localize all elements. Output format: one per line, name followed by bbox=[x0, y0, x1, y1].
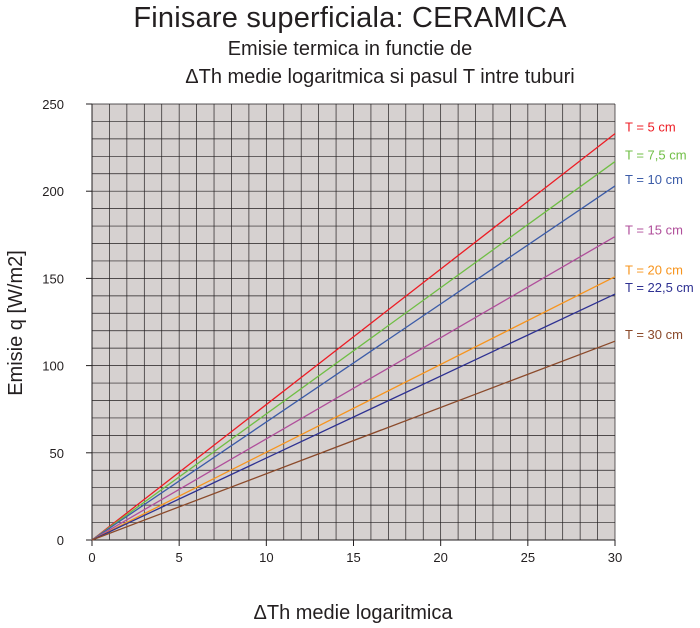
legend-label: T = 22,5 cm bbox=[625, 280, 694, 295]
series-line bbox=[91, 133, 616, 541]
chart-subtitle-line-2: ΔTh medie logaritmica si pasul T intre t… bbox=[185, 66, 575, 88]
y-tick-label: 200 bbox=[42, 184, 64, 199]
x-tick-label: 15 bbox=[346, 550, 360, 565]
grid bbox=[91, 103, 616, 541]
series-line bbox=[91, 161, 616, 541]
y-tick-label: 150 bbox=[42, 271, 64, 286]
y-tick-label: 50 bbox=[50, 446, 64, 461]
legend-label: T = 10 cm bbox=[625, 172, 683, 187]
series-line bbox=[91, 185, 616, 541]
y-tick-label: 0 bbox=[57, 533, 64, 548]
x-tick-label: 10 bbox=[259, 550, 273, 565]
legend: T = 5 cm T = 7,5 cm T = 10 cm T = 15 cm T = … bbox=[625, 120, 694, 343]
legend-label: T = 20 cm bbox=[625, 263, 683, 278]
y-tick-label: 250 bbox=[42, 97, 64, 112]
legend-label: T = 5 cm bbox=[625, 120, 676, 135]
series-lines bbox=[91, 133, 616, 541]
series-line bbox=[91, 340, 616, 541]
x-tick-label: 5 bbox=[176, 550, 183, 565]
legend-label: T = 30 cm bbox=[625, 327, 683, 342]
x-tick-label: 0 bbox=[88, 550, 95, 565]
x-tick-label: 25 bbox=[521, 550, 535, 565]
x-tick-label: 20 bbox=[433, 550, 447, 565]
series-line bbox=[91, 293, 616, 541]
y-axis-label: Emisie q [W/m2] bbox=[5, 250, 27, 396]
axis-ticks: 0 5 10 15 20 25 30 0 50 100 150 200 250 bbox=[42, 97, 622, 565]
y-tick-label: 100 bbox=[42, 359, 64, 374]
chart-subtitle-line-1: Emisie termica in functie de bbox=[227, 38, 473, 60]
legend-label: T = 7,5 cm bbox=[625, 148, 687, 163]
x-axis-label: ΔTh medie logaritmica bbox=[254, 602, 454, 624]
x-tick-label: 30 bbox=[608, 550, 622, 565]
chart-title: Finisare superficiala: CERAMICA bbox=[133, 2, 567, 34]
legend-label: T = 15 cm bbox=[625, 223, 683, 238]
series-line bbox=[91, 235, 616, 541]
series-line bbox=[91, 276, 616, 541]
